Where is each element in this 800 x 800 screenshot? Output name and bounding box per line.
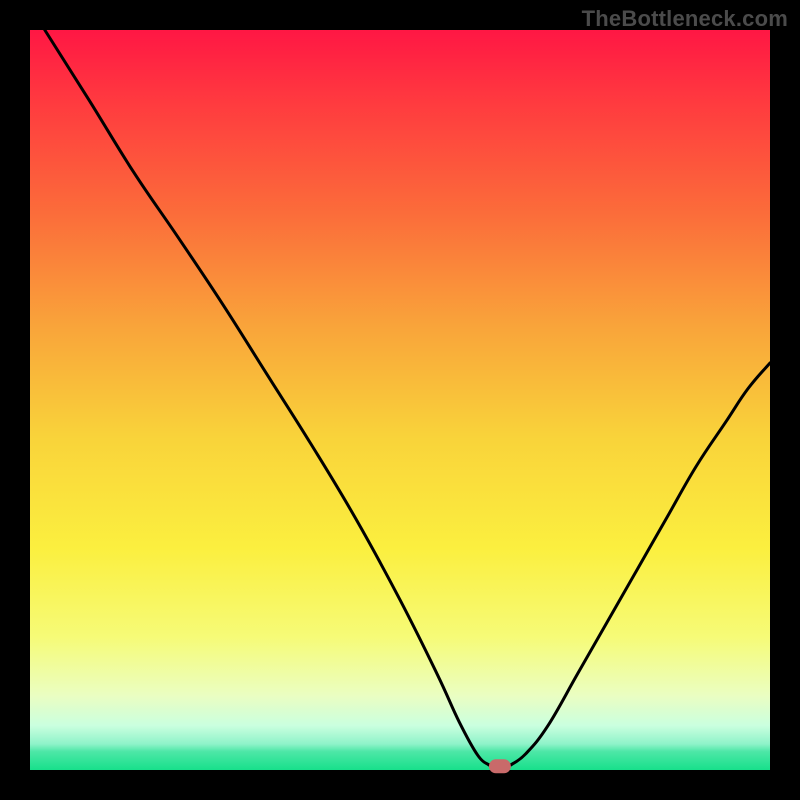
source-watermark: TheBottleneck.com bbox=[582, 6, 788, 32]
chart-container: TheBottleneck.com bbox=[0, 0, 800, 800]
trough-marker bbox=[489, 759, 511, 773]
trough-marker-group bbox=[489, 759, 511, 773]
bottleneck-chart bbox=[0, 0, 800, 800]
plot-background-gradient bbox=[30, 30, 770, 770]
